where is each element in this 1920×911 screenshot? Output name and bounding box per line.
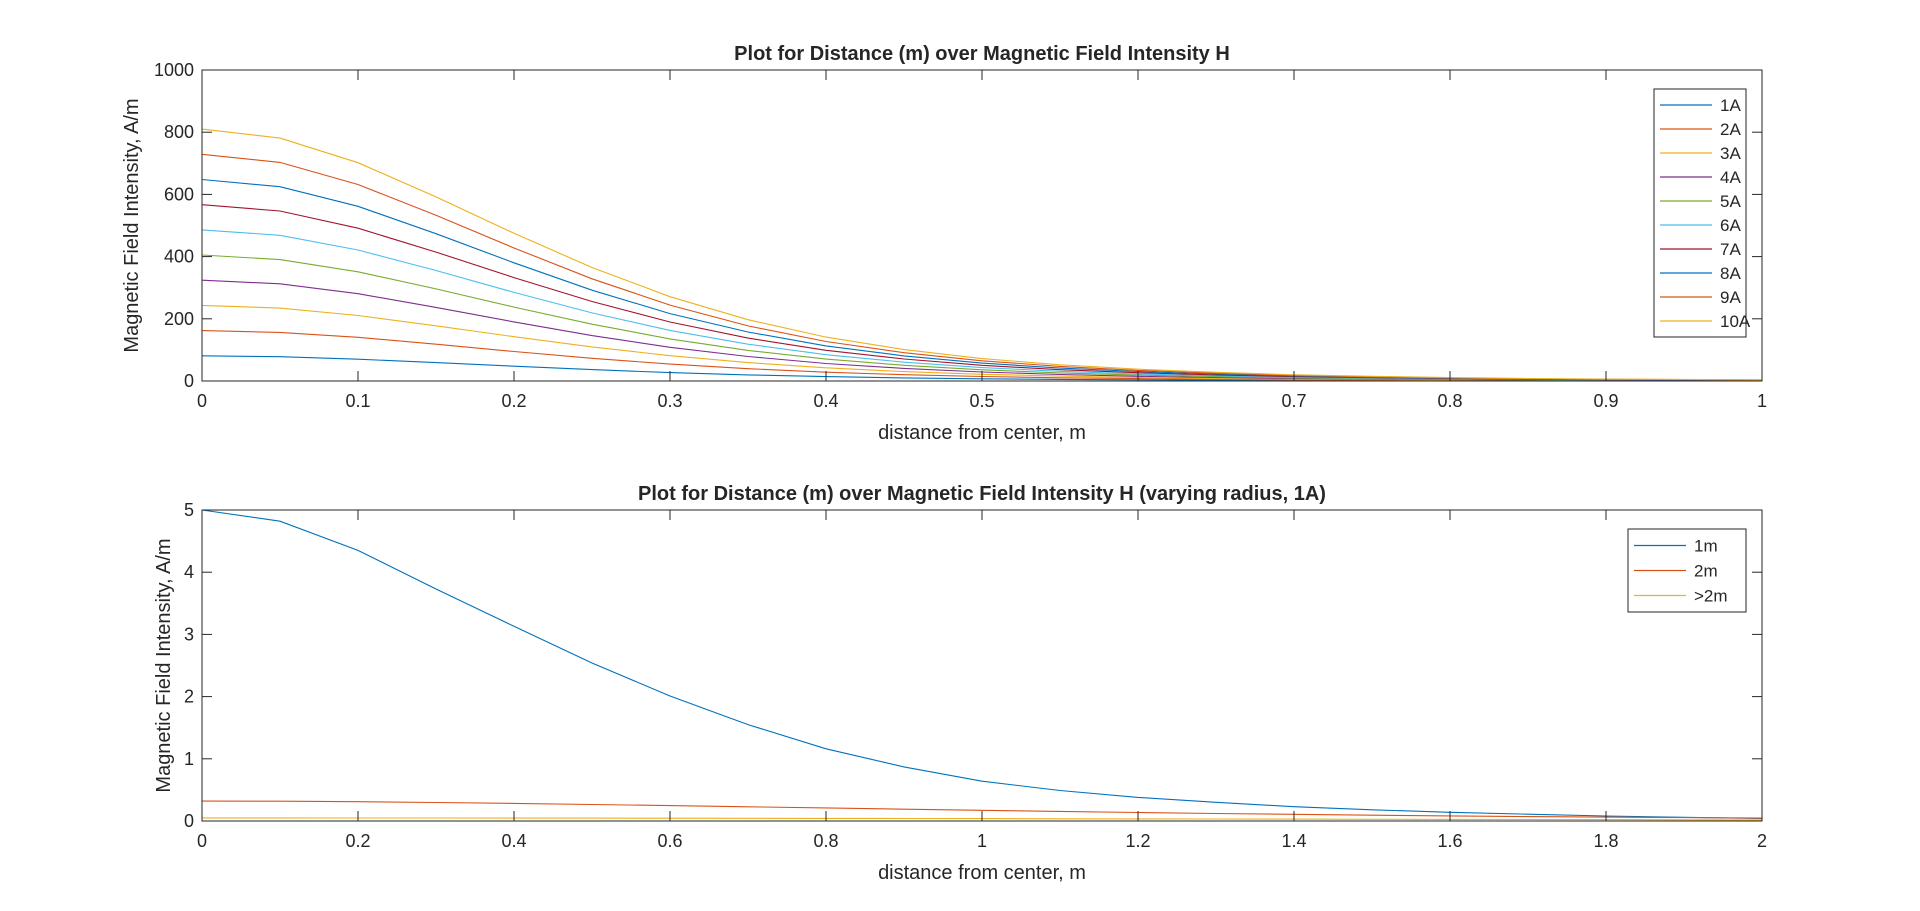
legend-label->2m: >2m <box>1694 587 1728 606</box>
x-axis-label: distance from center, m <box>878 862 1086 884</box>
x-tick-label: 1 <box>977 831 987 851</box>
legend: 1m 2m >2m <box>1627 528 1747 613</box>
x-tick-label: 0.5 <box>969 391 994 411</box>
x-tick-label: 2 <box>1757 831 1767 851</box>
y-tick-label: 1 <box>184 749 194 769</box>
legend-label-2A: 2A <box>1720 120 1741 139</box>
legend-label-5A: 5A <box>1720 192 1741 211</box>
legend-label-3A: 3A <box>1720 144 1741 163</box>
x-tick-label: 1.4 <box>1281 831 1306 851</box>
x-tick-label: 0.6 <box>657 831 682 851</box>
plot-area <box>202 510 1762 821</box>
legend-label-9A: 9A <box>1720 288 1741 307</box>
x-tick-label: 0.6 <box>1125 391 1150 411</box>
y-tick-label: 800 <box>164 122 194 142</box>
x-tick-label: 1.2 <box>1125 831 1150 851</box>
legend-label-1m: 1m <box>1694 537 1718 556</box>
x-tick-label: 0 <box>197 391 207 411</box>
legend-label-4A: 4A <box>1720 168 1741 187</box>
y-tick-label: 600 <box>164 184 194 204</box>
x-axis-label: distance from center, m <box>878 422 1086 444</box>
chart-panel-1: 0 0.1 0.2 0.3 0.4 0.5 0.6 0.7 0.8 0.9 1 0 200 400 600 8… <box>121 43 1767 444</box>
y-axis-label: Magnetic Field Intensity, A/m <box>153 538 175 792</box>
x-tick-label: 0.2 <box>501 391 526 411</box>
y-tick-label: 200 <box>164 309 194 329</box>
x-tick-label: 1.8 <box>1593 831 1618 851</box>
x-tick-label: 0.2 <box>345 831 370 851</box>
plot-area <box>202 70 1762 381</box>
series-line-2m <box>201 800 1763 819</box>
legend: 1A 2A 3A 4A 5A 6A 7A 8A 9A 10A <box>1653 88 1751 338</box>
series-group <box>201 128 1763 382</box>
legend-label-8A: 8A <box>1720 264 1741 283</box>
y-tick-label: 4 <box>184 562 194 582</box>
x-tick-label: 0.7 <box>1281 391 1306 411</box>
x-tick-label: 0.4 <box>813 391 838 411</box>
x-tick-label: 0 <box>197 831 207 851</box>
legend-label-10A: 10A <box>1720 312 1751 331</box>
x-tick-label: 0.8 <box>813 831 838 851</box>
y-tick-label: 2 <box>184 687 194 707</box>
y-tick-label: 400 <box>164 247 194 267</box>
y-tick-label: 0 <box>184 811 194 831</box>
y-tick-label: 0 <box>184 371 194 391</box>
x-tick-label: 1.6 <box>1437 831 1462 851</box>
y-axis-label: Magnetic Field Intensity, A/m <box>121 98 143 352</box>
chart-title: Plot for Distance (m) over Magnetic Fiel… <box>734 43 1230 65</box>
chart-title: Plot for Distance (m) over Magnetic Fiel… <box>638 483 1326 505</box>
x-tick-label: 0.4 <box>501 831 526 851</box>
series-line-1m <box>201 509 1763 820</box>
legend-label-2m: 2m <box>1694 562 1718 581</box>
x-tick-label: 0.8 <box>1437 391 1462 411</box>
y-tick-label: 3 <box>184 624 194 644</box>
x-tick-label: 1 <box>1757 391 1767 411</box>
y-tick-label: 5 <box>184 500 194 520</box>
x-tick-label: 0.1 <box>345 391 370 411</box>
legend-label-7A: 7A <box>1720 240 1741 259</box>
x-tick-label: 0.9 <box>1593 391 1618 411</box>
legend-label-1A: 1A <box>1720 96 1741 115</box>
series-line-10A <box>201 128 1763 381</box>
x-tick-label: 0.3 <box>657 391 682 411</box>
y-tick-label: 1000 <box>154 60 194 80</box>
chart-panel-2: 0 0.2 0.4 0.6 0.8 1 1.2 1.4 1.6 1.8 2 0 1 2 3 4 5 Plot fo… <box>153 483 1767 884</box>
legend-label-6A: 6A <box>1720 216 1741 235</box>
legend-box <box>1653 88 1747 338</box>
